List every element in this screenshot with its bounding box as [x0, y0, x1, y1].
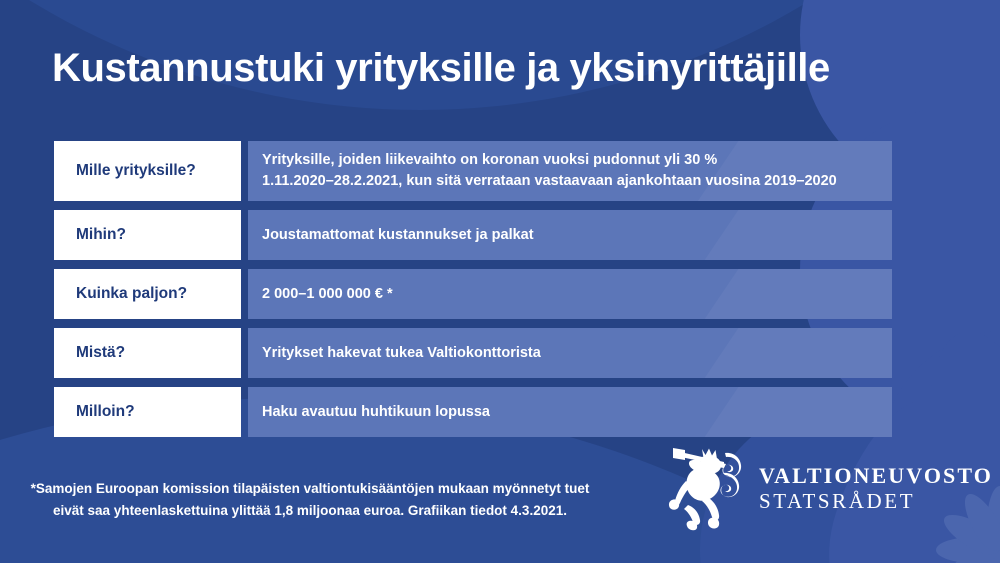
row-content: Yrityksille, joiden liikevaihto on koron…: [248, 141, 892, 201]
rosette-petal: [936, 537, 1000, 563]
logo-wordmark: VALTIONEUVOSTO STATSRÅDET: [759, 463, 993, 514]
rosette-petal: [938, 538, 1000, 563]
row-content-line: Haku avautuu huhtikuun lopussa: [262, 403, 490, 420]
facts-table: Mille yrityksille? Yrityksille, joiden l…: [54, 141, 892, 437]
table-row: Mille yrityksille? Yrityksille, joiden l…: [54, 141, 892, 201]
rosette-petal: [956, 543, 1000, 563]
row-label: Milloin?: [54, 387, 241, 437]
row-label: Mihin?: [54, 210, 241, 260]
row-content-line: Yrityksille, joiden liikevaihto on koron…: [262, 152, 718, 169]
footnote-line: *Samojen Euroopan komission tilapäisten …: [30, 481, 590, 496]
row-content: Yritykset hakevat tukea Valtiokonttorist…: [248, 328, 892, 378]
row-content-line: 2 000–1 000 000 € *: [262, 285, 393, 302]
table-row: Mistä? Yritykset hakevat tukea Valtiokon…: [54, 328, 892, 378]
logo-name-fi: VALTIONEUVOSTO: [759, 462, 993, 488]
rosette-petal: [993, 538, 1000, 563]
row-content: 2 000–1 000 000 € *: [248, 269, 892, 319]
row-content-line: Joustamattomat kustannukset ja palkat: [262, 226, 534, 243]
row-content-line: 1.11.2020–28.2.2021, kun sitä verrataan …: [262, 173, 837, 189]
logo-name-sv: STATSRÅDET: [759, 488, 916, 513]
footnote-line: eivät saa yhteenlaskettuina ylittää 1,8 …: [53, 503, 567, 519]
table-row: Kuinka paljon? 2 000–1 000 000 € *: [54, 269, 892, 319]
row-label: Mistä?: [54, 328, 241, 378]
row-label: Kuinka paljon?: [54, 269, 241, 319]
row-content: Joustamattomat kustannukset ja palkat: [248, 210, 892, 260]
finnish-coat-of-arms-lion-icon: [668, 448, 742, 531]
rosette-petal: [993, 506, 1000, 562]
table-row: Mihin? Joustamattomat kustannukset ja pa…: [54, 210, 892, 260]
row-label: Mille yrityksille?: [54, 141, 241, 201]
footnote: *Samojen Euroopan komission tilapäisten …: [20, 478, 600, 523]
rosette-petal: [987, 550, 1000, 563]
valtioneuvosto-logo: VALTIONEUVOSTO STATSRÅDET: [666, 445, 993, 531]
row-content: Haku avautuu huhtikuun lopussa: [248, 387, 892, 437]
page-title: Kustannustuki yrityksille ja yksinyrittä…: [52, 46, 830, 90]
rosette-petal: [988, 543, 1000, 563]
table-row: Milloin? Haku avautuu huhtikuun lopussa: [54, 387, 892, 437]
row-content-line: Yritykset hakevat tukea Valtiokonttorist…: [262, 344, 541, 361]
